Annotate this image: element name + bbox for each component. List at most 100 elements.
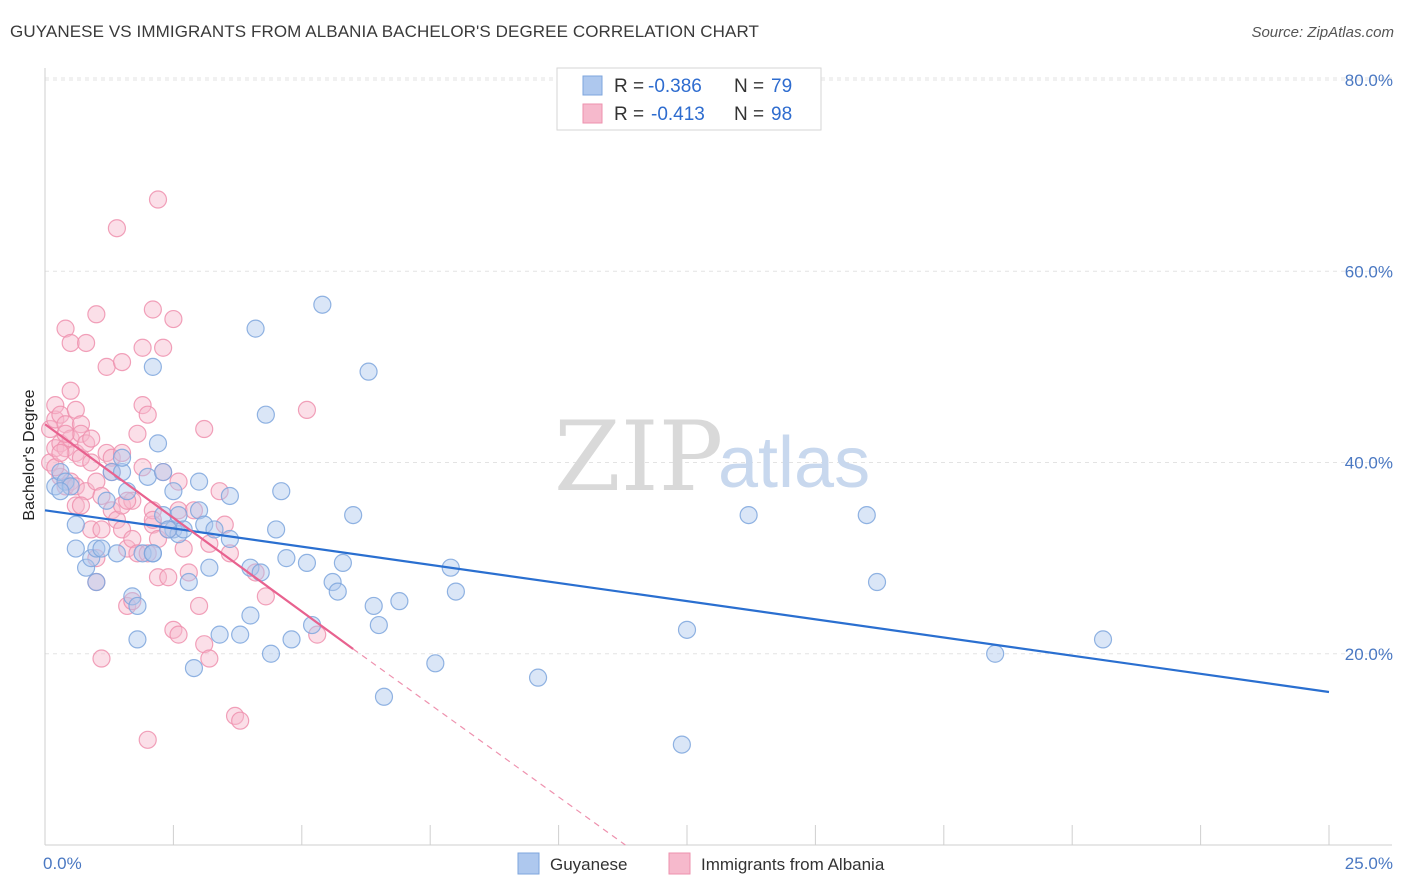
data-point bbox=[76, 333, 96, 353]
data-point bbox=[369, 615, 388, 635]
data-point bbox=[986, 644, 1005, 663]
data-point bbox=[143, 300, 162, 319]
trend-lines bbox=[44, 423, 1330, 846]
data-point bbox=[1093, 630, 1113, 649]
data-point bbox=[123, 587, 142, 606]
data-point bbox=[61, 477, 80, 496]
data-point bbox=[426, 654, 445, 673]
data-point bbox=[66, 539, 85, 558]
data-point bbox=[220, 529, 239, 549]
y-tick-label: 20.0% bbox=[1345, 645, 1393, 664]
data-point bbox=[179, 572, 198, 592]
data-point bbox=[246, 319, 265, 338]
data-point bbox=[364, 596, 383, 616]
data-point bbox=[267, 520, 286, 539]
data-point bbox=[112, 448, 132, 467]
data-point bbox=[148, 568, 168, 587]
data-point bbox=[133, 396, 152, 415]
legend-swatch-guyanese bbox=[582, 75, 603, 96]
data-point bbox=[51, 462, 70, 482]
data-point bbox=[677, 620, 697, 639]
y-tick-label: 40.0% bbox=[1345, 454, 1393, 473]
data-point bbox=[323, 572, 342, 592]
data-point bbox=[128, 596, 147, 616]
data-point bbox=[215, 515, 234, 534]
data-point bbox=[133, 544, 152, 563]
bottom-legend-guyanese: Guyanese bbox=[550, 855, 628, 874]
watermark-atlas: atlas bbox=[718, 423, 870, 503]
legend-r-label-2: R = bbox=[614, 104, 644, 125]
data-point bbox=[61, 381, 80, 400]
data-point bbox=[66, 400, 85, 420]
data-point bbox=[174, 539, 193, 558]
data-point bbox=[138, 730, 157, 749]
data-point bbox=[184, 658, 204, 678]
bottom-legend-albania: Immigrants from Albania bbox=[701, 855, 885, 874]
data-point bbox=[92, 520, 111, 539]
data-point bbox=[87, 539, 106, 558]
data-point bbox=[159, 568, 178, 587]
data-point bbox=[313, 295, 332, 314]
data-point bbox=[148, 434, 168, 453]
data-point bbox=[739, 505, 758, 525]
bottom-legend-swatch-guyanese bbox=[517, 852, 540, 875]
data-point bbox=[87, 305, 106, 324]
data-point bbox=[66, 515, 85, 534]
data-point bbox=[374, 687, 394, 706]
legend-n-label-2: N = bbox=[734, 104, 764, 125]
data-point bbox=[154, 462, 173, 482]
data-point bbox=[179, 563, 198, 582]
data-point bbox=[164, 482, 183, 501]
y-tick-label: 80.0% bbox=[1345, 71, 1393, 90]
data-point bbox=[297, 553, 317, 573]
watermark: ZIP atlas bbox=[554, 401, 870, 513]
data-point bbox=[128, 544, 147, 563]
data-point bbox=[87, 572, 106, 592]
source-label: Source: ZipAtlas.com bbox=[1251, 24, 1394, 41]
data-point bbox=[210, 482, 229, 501]
data-point bbox=[107, 544, 127, 563]
data-point bbox=[61, 333, 80, 353]
data-point bbox=[123, 529, 142, 549]
data-point bbox=[867, 572, 887, 592]
data-point bbox=[46, 396, 65, 415]
data-point bbox=[256, 587, 275, 606]
data-point bbox=[51, 443, 70, 463]
data-point bbox=[446, 582, 465, 601]
x-tick-label-min: 0.0% bbox=[43, 854, 82, 873]
data-point bbox=[528, 668, 548, 687]
data-point bbox=[133, 338, 152, 357]
data-point bbox=[231, 625, 250, 644]
bottom-legend: Guyanese Immigrants from Albania bbox=[517, 852, 885, 875]
data-point bbox=[359, 362, 378, 381]
legend-n-value-1: 79 bbox=[771, 76, 792, 97]
data-point bbox=[189, 501, 209, 520]
data-point bbox=[195, 419, 214, 439]
data-point bbox=[143, 544, 162, 563]
data-point bbox=[200, 558, 219, 577]
data-point bbox=[344, 505, 363, 525]
legend-n-value-2: 98 bbox=[771, 104, 792, 125]
data-point bbox=[189, 596, 209, 616]
data-point bbox=[169, 625, 188, 644]
legend-n-label-1: N = bbox=[734, 76, 764, 97]
data-point bbox=[92, 539, 111, 558]
data-point bbox=[97, 491, 116, 510]
watermark-zip: ZIP bbox=[554, 401, 723, 513]
data-point bbox=[133, 458, 152, 477]
y-tick-label: 60.0% bbox=[1345, 262, 1393, 281]
legend-r-label-1: R = bbox=[614, 76, 644, 97]
data-point bbox=[195, 635, 214, 654]
data-point bbox=[82, 453, 101, 472]
data-point bbox=[123, 491, 142, 510]
data-point bbox=[82, 429, 101, 448]
data-point bbox=[128, 424, 147, 443]
trend-line-albania-extension bbox=[352, 648, 626, 846]
data-point bbox=[71, 496, 91, 515]
trend-line-guyanese bbox=[44, 509, 1330, 694]
axes bbox=[44, 68, 1392, 846]
data-point bbox=[328, 582, 347, 601]
data-point bbox=[102, 448, 121, 467]
data-point bbox=[154, 505, 173, 525]
data-point bbox=[87, 472, 106, 491]
